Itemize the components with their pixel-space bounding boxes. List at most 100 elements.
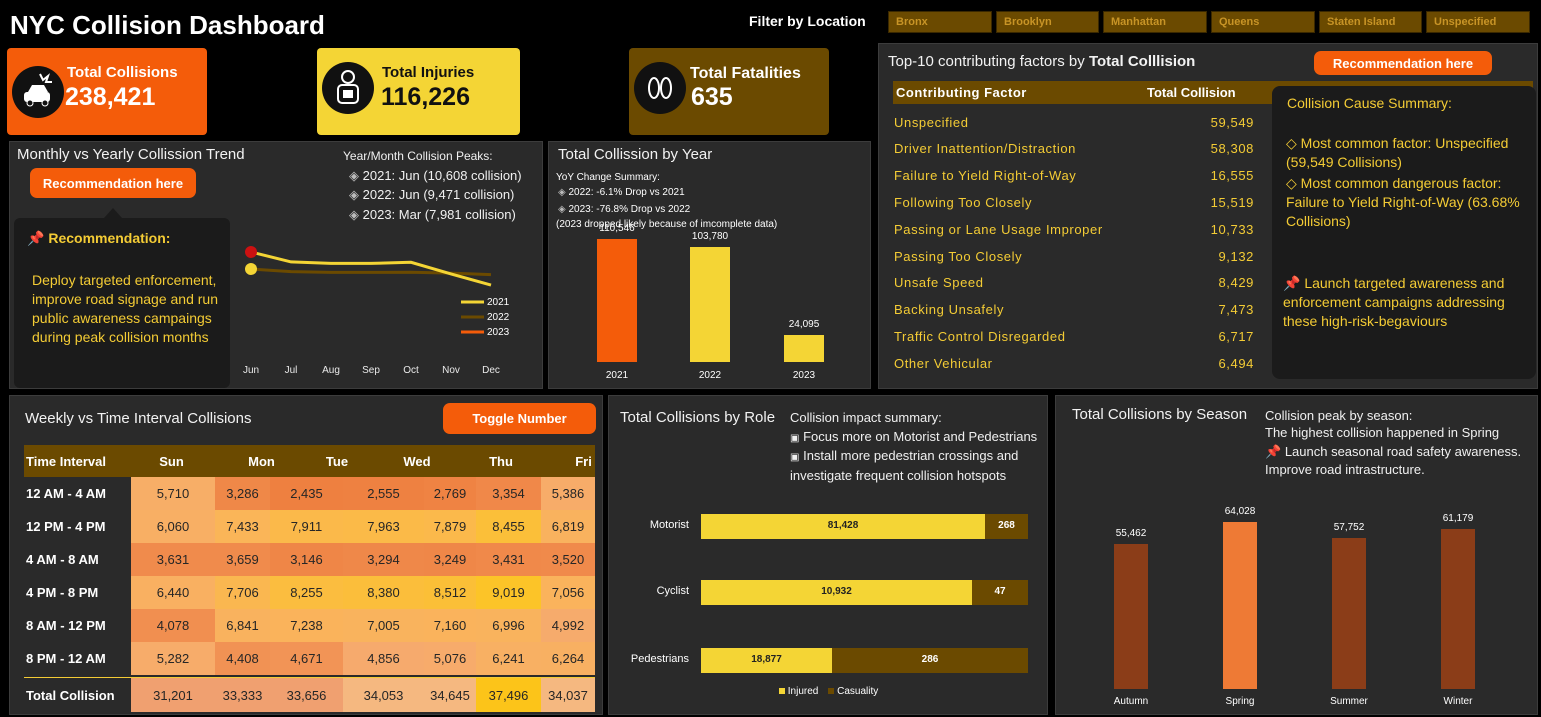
heatmap-cell: 6,996 (476, 609, 541, 642)
diamond-icon: ◈ (349, 207, 359, 222)
heatmap-cell: 6,819 (541, 510, 595, 543)
bullet-icon: ▣ (790, 433, 800, 444)
year-category-label: 2022 (698, 370, 722, 381)
factor-row: Passing Too Closely 9,132 (894, 243, 1254, 269)
role-bar-casuality (985, 514, 1028, 539)
factor-name: Backing Unsafely (894, 302, 1005, 318)
heatmap-cell: 3,520 (541, 543, 595, 576)
col-factor-header: Contributing Factor (896, 85, 1027, 100)
season-panel: Total Collisions by Season Collision pea… (1055, 395, 1538, 715)
factor-row: Passing or Lane Usage Improper 10,733 (894, 216, 1254, 242)
heatmap-row-label: 12 AM - 4 AM (26, 486, 106, 501)
trend-recommendation-button[interactable]: Recommendation here (30, 168, 196, 198)
factor-row: Backing Unsafely 7,473 (894, 297, 1254, 323)
factor-total: 9,132 (1218, 248, 1254, 264)
peak-point-2022 (245, 263, 257, 276)
factor-total: 8,429 (1218, 275, 1254, 291)
factor-total: 15,519 (1210, 194, 1254, 210)
heatmap-col-header: Time Interval (26, 453, 106, 469)
summary-item: 📌 Launch targeted awareness and enforcem… (1283, 275, 1505, 329)
legend-item-casuality: Casuality (828, 686, 878, 697)
year-bar (690, 246, 730, 362)
trend-recommendation-tooltip: 📌 Recommendation: Deploy targeted enforc… (14, 218, 230, 388)
heatmap-total-cell: 31,201 (131, 678, 215, 712)
summary-title: Collision Cause Summary: (1287, 95, 1452, 111)
factor-total: 6,494 (1218, 355, 1254, 371)
heatmap-cell: 3,294 (343, 543, 424, 576)
weekly-title: Weekly vs Time Interval Collisions (25, 410, 252, 427)
peak-point-2021 (245, 246, 257, 258)
role-category-label: Pedestrians (630, 653, 689, 665)
heatmap-col-header: Mon (248, 453, 275, 469)
heatmap-row: 12 PM - 4 PM 6,060 7,433 7,911 7,963 7,879 8,4… (24, 510, 595, 543)
yoy-summary-title: YoY Change Summary: (556, 172, 660, 183)
diamond-icon: ◈ (558, 187, 566, 198)
tooltip-arrow (104, 208, 122, 218)
season-bar-label: 61,179 (1442, 513, 1474, 525)
heatmap-cell: 4,856 (343, 642, 424, 675)
tooltip-title-row: 📌 Recommendation: (27, 230, 171, 246)
yoy-item: ◈ 2023: -76.8% Drop vs 2022 (558, 204, 691, 215)
role-summary-title: Collision impact summary: (790, 410, 942, 425)
pin-icon: 📌 (1283, 275, 1301, 291)
role-legend: Injured Casuality (779, 686, 878, 697)
filter-brooklyn-button[interactable]: Brooklyn (996, 11, 1099, 33)
weekly-panel: Weekly vs Time Interval Collisions Toggl… (9, 395, 667, 715)
year-bar-label: 24,095 (788, 319, 820, 331)
season-category-label: Winter (1443, 696, 1473, 707)
factor-name: Traffic Control Disregarded (894, 328, 1066, 344)
heatmap-total-cell: 34,053 (343, 678, 424, 712)
footprints-icon (634, 62, 686, 114)
kpi-label: Total Fatalities (690, 65, 801, 82)
heatmap-cell: 8,512 (424, 576, 476, 609)
x-tick-label: Jun (242, 365, 260, 376)
filter-unspecified-button[interactable]: Unspecified (1426, 11, 1530, 33)
role-bar-injured-label: 10,932 (821, 586, 852, 597)
factor-total: 58,308 (1210, 141, 1254, 157)
season-summary-title: Collision peak by season: (1265, 408, 1413, 423)
heatmap-header (24, 445, 595, 477)
season-title: Total Collisions by Season (1072, 406, 1248, 423)
heatmap-total-cell: 33,333 (215, 678, 270, 712)
heatmap-cell: 2,555 (343, 477, 424, 510)
role-bar-casuality-label: 286 (921, 654, 939, 665)
filter-staten-island-button[interactable]: Staten Island (1319, 11, 1422, 33)
filter-bronx-button[interactable]: Bronx (888, 11, 992, 33)
factor-row: Other Vehicular 6,494 (894, 350, 1254, 376)
factor-row: Following Too Closely 15,519 (894, 189, 1254, 215)
factors-recommendation-button[interactable]: Recommendation here (1314, 51, 1492, 75)
trend-title: Monthly vs Yearly Collission Trend (17, 146, 245, 163)
factor-total: 59,549 (1210, 114, 1254, 130)
heatmap-cell: 3,431 (476, 543, 541, 576)
role-bar-injured-label: 81,428 (827, 520, 859, 531)
diamond-icon: ◇ (1286, 135, 1297, 151)
tooltip-text: Deploy targeted enforcement, improve roa… (32, 272, 219, 345)
heatmap-cell: 9,019 (476, 576, 541, 609)
kpi-total-injuries: Total Injuries 116,226 (317, 48, 520, 135)
x-tick-label: Dec (482, 365, 500, 376)
factor-name: Following Too Closely (894, 194, 1033, 210)
season-bar (1332, 538, 1366, 689)
kpi-value: 635 (691, 83, 733, 111)
filter-manhattan-button[interactable]: Manhattan (1103, 11, 1207, 33)
toggle-number-button[interactable]: Toggle Number (443, 403, 596, 434)
heatmap-row-label: 4 AM - 8 AM (26, 552, 99, 567)
heatmap-cell: 5,076 (424, 642, 476, 675)
year-bar-label: 110,546 (599, 223, 635, 234)
season-bar (1223, 522, 1257, 689)
filter-queens-button[interactable]: Queens (1211, 11, 1315, 33)
year-bar (597, 239, 637, 362)
kpi-value: 116,226 (381, 83, 470, 111)
heatmap-total-cell: 34,645 (424, 678, 476, 712)
kpi-value: 238,421 (65, 83, 156, 111)
pin-icon: 📌 (1265, 444, 1282, 459)
heatmap-cell: 4,408 (215, 642, 270, 675)
kpi-total-collisions: Total Collisions 238,421 (7, 48, 207, 135)
diamond-icon: ◈ (558, 204, 566, 215)
heatmap-cell: 7,911 (270, 510, 343, 543)
x-tick-label: Sep (362, 365, 380, 376)
factor-total: 16,555 (1210, 168, 1254, 184)
factor-name: Failure to Yield Right-of-Way (894, 168, 1077, 184)
diamond-icon: ◈ (349, 187, 359, 202)
peak-item: ◈ 2023: Mar (7,981 collision) (349, 207, 516, 222)
